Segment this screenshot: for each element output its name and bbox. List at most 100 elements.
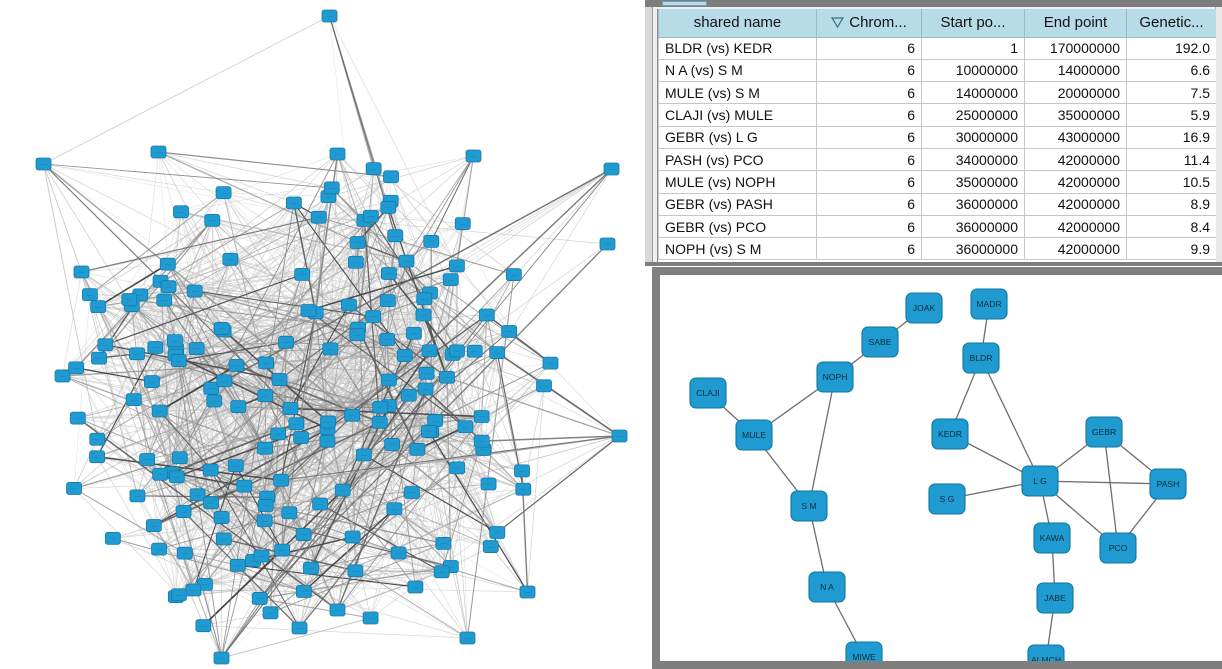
cell-start_point[interactable]: 36000000	[921, 192, 1025, 216]
main-network-node[interactable]: ——	[160, 280, 177, 294]
main-network-node[interactable]: ——	[514, 464, 530, 478]
main-network-node[interactable]: ——	[322, 342, 339, 356]
cell-chromosome[interactable]: 6	[816, 214, 922, 239]
main-network-node[interactable]: ——	[104, 531, 121, 545]
main-network-node[interactable]: ——	[295, 528, 312, 541]
cell-start_point[interactable]: 10000000	[921, 58, 1025, 83]
main-network-node[interactable]: ——	[387, 229, 404, 243]
cell-start_point[interactable]: 36000000	[921, 237, 1025, 261]
main-network-node[interactable]: ——	[344, 408, 361, 422]
main-network-node[interactable]: ——	[271, 373, 288, 386]
main-network-node[interactable]: ——	[176, 546, 193, 560]
cell-end_point[interactable]: 42000000	[1024, 170, 1127, 194]
main-network-node[interactable]: ——	[257, 389, 274, 403]
subnetwork-node[interactable]: GEBR	[1085, 416, 1123, 448]
cell-start_point[interactable]: 1	[921, 36, 1025, 60]
table-row[interactable]: BLDR (vs) KEDR 6 1 170000000 192.0	[658, 36, 1216, 60]
main-network-node[interactable]: ——	[409, 442, 426, 456]
cell-shared_name[interactable]: NOPH (vs) S M	[658, 237, 817, 261]
main-network-node[interactable]: ——	[68, 361, 85, 375]
edge-table[interactable]: shared name Chrom... Start po...	[658, 9, 1216, 261]
main-network-node[interactable]: ——	[519, 585, 536, 599]
main-network-node[interactable]: ——	[170, 354, 187, 367]
cell-genetic[interactable]: 8.4	[1126, 214, 1216, 239]
main-network-node[interactable]: ——	[251, 592, 268, 605]
main-network-node[interactable]: ——	[415, 308, 432, 322]
main-network-node[interactable]: ——	[347, 255, 364, 269]
column-header-start-point[interactable]: Start po...	[921, 9, 1025, 38]
main-network-node[interactable]: ——	[515, 482, 532, 496]
main-network-node[interactable]: ——	[379, 333, 396, 346]
table-row[interactable]: CLAJI (vs) MULE 6 25000000 35000000 5.9	[658, 103, 1216, 127]
main-network-node[interactable]: ——	[349, 236, 366, 249]
table-row[interactable]: N A (vs) S M 6 10000000 14000000 6.6	[658, 58, 1216, 83]
main-network-node[interactable]: ——	[121, 293, 138, 306]
main-network-canvas[interactable]: —— —— —— —— —— —— —— —— —— —— —— —— —— —— —— —— —— —— —— ——…	[0, 0, 640, 669]
main-network-node[interactable]: ——	[312, 497, 329, 511]
main-network-node[interactable]: ——	[321, 9, 338, 23]
main-network-node[interactable]: ——	[273, 473, 289, 487]
main-network-node[interactable]: ——	[253, 549, 270, 563]
main-network-node[interactable]: ——	[599, 237, 616, 251]
subnetwork-node[interactable]: MULE	[735, 419, 773, 451]
main-network-node[interactable]: ——	[188, 342, 205, 355]
subnetwork-node[interactable]: SABE	[861, 326, 899, 358]
main-network-node[interactable]: ——	[380, 267, 397, 280]
main-network-node[interactable]: ——	[227, 459, 244, 472]
main-network-node[interactable]: ——	[286, 196, 302, 210]
main-network-node[interactable]: ——	[203, 496, 219, 510]
main-network-node[interactable]: ——	[390, 546, 407, 560]
main-network-node[interactable]: ——	[175, 505, 192, 518]
main-network-node[interactable]: ——	[274, 543, 291, 557]
cell-shared_name[interactable]: GEBR (vs) PASH	[658, 192, 817, 216]
main-network-node[interactable]: ——	[365, 310, 382, 323]
cell-chromosome[interactable]: 6	[816, 147, 922, 172]
main-network-node[interactable]: ——	[173, 205, 189, 219]
main-network-node[interactable]: ——	[202, 463, 219, 477]
main-network-node[interactable]: ——	[159, 257, 176, 271]
main-network-node[interactable]: ——	[329, 603, 346, 617]
cell-end_point[interactable]: 42000000	[1024, 147, 1127, 172]
subnetwork-node[interactable]: L G	[1021, 465, 1059, 497]
main-network-node[interactable]: ——	[91, 351, 107, 365]
main-network-node[interactable]: ——	[489, 346, 506, 359]
main-network-node[interactable]: ——	[362, 209, 379, 223]
cell-genetic[interactable]: 9.9	[1126, 237, 1216, 261]
cell-chromosome[interactable]: 6	[816, 103, 922, 127]
cell-shared_name[interactable]: PASH (vs) PCO	[658, 147, 817, 172]
main-network-node[interactable]: ——	[355, 448, 372, 462]
main-network-node[interactable]: ——	[215, 532, 232, 546]
main-network-node[interactable]: ——	[236, 479, 253, 493]
main-network-node[interactable]: ——	[303, 561, 319, 575]
main-network-node[interactable]: ——	[489, 526, 506, 539]
cell-start_point[interactable]: 35000000	[921, 170, 1025, 194]
main-network-node[interactable]: ——	[129, 347, 145, 361]
main-network-node[interactable]: ——	[379, 294, 396, 308]
main-network-node[interactable]: ——	[478, 308, 495, 322]
subnetwork-panel[interactable]: CLAJI MULE NOPH SABE JOAK S M N A MIWE MADR BLDR K…	[652, 267, 1222, 669]
cell-shared_name[interactable]: CLAJI (vs) MULE	[658, 103, 817, 127]
subnetwork-edge[interactable]	[1103, 431, 1119, 549]
cell-genetic[interactable]: 7.5	[1126, 81, 1216, 105]
main-network-node[interactable]: ——	[167, 334, 183, 348]
main-network-node[interactable]: ——	[66, 482, 82, 495]
main-network-node[interactable]: ——	[69, 411, 86, 425]
main-network-node[interactable]: ——	[293, 431, 310, 444]
main-network-node[interactable]: ——	[365, 162, 382, 176]
main-network-node[interactable]: ——	[89, 432, 106, 446]
main-network-node[interactable]: ——	[186, 284, 203, 298]
main-network-node[interactable]: ——	[381, 373, 397, 387]
main-network-node[interactable]: ——	[215, 186, 232, 200]
subnetwork-edge[interactable]	[980, 357, 1041, 482]
main-network-node[interactable]: ——	[229, 558, 246, 572]
main-network-node[interactable]: ——	[386, 502, 403, 516]
main-network-node[interactable]: ——	[454, 217, 471, 230]
main-network-node[interactable]: ——	[256, 514, 273, 528]
cell-chromosome[interactable]: 6	[816, 58, 922, 83]
main-network-node[interactable]: ——	[473, 434, 490, 448]
subnetwork-node[interactable]: PCO	[1099, 532, 1137, 564]
cell-end_point[interactable]: 35000000	[1024, 103, 1127, 127]
main-network-node[interactable]: ——	[195, 619, 212, 633]
main-network-node[interactable]: ——	[258, 356, 275, 370]
cell-chromosome[interactable]: 6	[816, 237, 922, 261]
